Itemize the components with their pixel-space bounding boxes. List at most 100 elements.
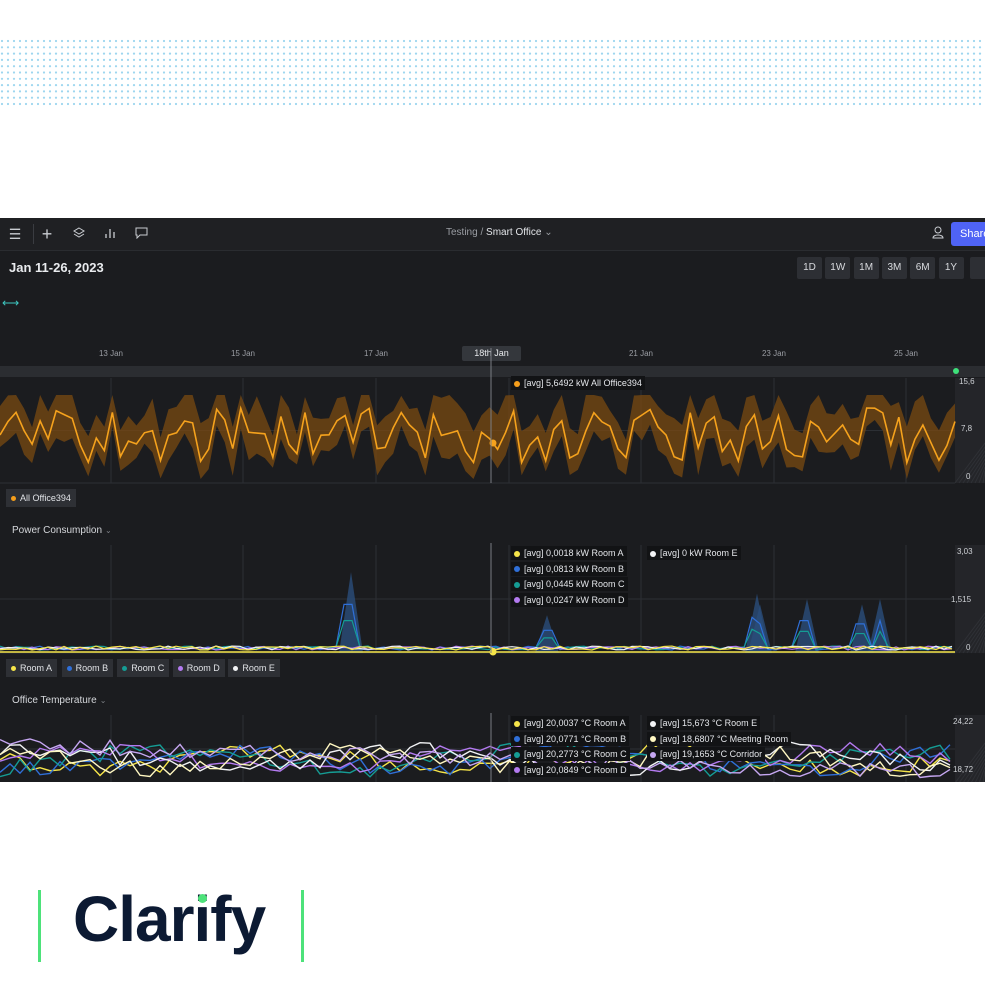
pattern-dot [522,102,526,106]
pattern-dot [18,65,22,68]
pattern-dot [792,52,796,55]
range-1M-button[interactable]: 1M [853,257,879,279]
legend-item[interactable]: Room A [6,659,58,677]
pattern-dot [300,46,304,49]
pattern-dot [30,96,34,99]
chart-icon[interactable] [101,225,119,243]
pattern-dot [846,39,850,43]
chevron-down-icon[interactable]: ⌄ [544,227,553,238]
hatch-line [963,750,985,782]
pattern-dot [936,65,940,68]
pattern-dot [744,58,748,61]
pattern-dot [336,90,340,93]
pattern-dot [900,39,904,43]
pattern-dot [558,71,562,74]
power-total-chart[interactable] [0,348,985,493]
chevron-down-icon[interactable]: ⌄ [105,526,112,535]
pattern-dot [132,84,136,87]
pattern-dot [612,46,616,49]
pattern-dot [12,96,16,99]
pattern-dot [336,46,340,49]
layers-icon[interactable] [70,225,88,243]
pan-arrows-icon[interactable]: ⟷ [2,296,20,310]
hatch-line [955,742,985,782]
pattern-dot [42,58,46,61]
share-button[interactable]: Share [951,222,985,246]
pattern-dot [630,102,634,106]
pattern-dot [504,96,508,99]
breadcrumb-current[interactable]: Smart Office [486,227,542,238]
pattern-dot [288,39,292,43]
pattern-dot [402,52,406,55]
pattern-dot [924,102,928,106]
panel-title-temperature[interactable]: Office Temperature ⌄ [12,695,106,706]
pattern-dot [84,90,88,93]
series-color-dot [514,581,520,588]
timeline-strip[interactable] [0,366,985,377]
hatch-line [978,766,985,782]
range-1W-button[interactable]: 1W [825,257,851,279]
pattern-dot [114,71,118,74]
pattern-dot [372,102,376,106]
pattern-dot [120,102,124,106]
range-1D-button[interactable]: 1D [797,257,822,279]
breadcrumb[interactable]: Testing / Smart Office ⌄ [446,227,553,238]
pattern-dot [288,84,292,87]
date-range-label[interactable]: Jan 11-26, 2023 [9,260,104,275]
pattern-dot [402,102,406,106]
legend-item[interactable]: Room E [228,659,280,677]
panel-title-power[interactable]: Power Consumption ⌄ [12,525,112,536]
legend-item[interactable]: Room B [61,659,114,677]
legend-item[interactable]: Room C [117,659,170,677]
pattern-dot [432,90,436,93]
pattern-dot [768,102,772,106]
breadcrumb-parent[interactable]: Testing / [446,227,484,238]
chevron-down-icon[interactable]: ⌄ [99,696,107,705]
pattern-dot [600,46,604,49]
legend-item[interactable]: All Office394 [6,489,76,507]
pattern-dot [606,39,610,43]
time-axis-label: 21 Jan [628,349,654,358]
power-rooms-chart[interactable] [0,543,985,658]
menu-icon[interactable]: ☰ [8,226,22,242]
panel-title-temperature-text[interactable]: Office Temperature [12,695,97,706]
range-3M-button[interactable]: 3M [881,257,907,279]
pattern-dot [24,52,28,55]
pattern-dot [198,65,202,68]
pattern-dot [420,39,424,43]
legend-item[interactable]: Room D [172,659,225,677]
pattern-dot [216,77,220,80]
pattern-dot [534,52,538,55]
panel-title-power-text[interactable]: Power Consumption [12,525,103,536]
user-icon[interactable] [932,226,944,244]
pattern-dot [186,65,190,68]
pattern-dot [720,39,724,43]
plus-icon[interactable]: + [41,224,53,244]
range-6M-button[interactable]: 6M [910,257,936,279]
pattern-dot [90,58,94,61]
pattern-dot [756,52,760,55]
comment-icon[interactable] [132,225,150,243]
range-1Y-button[interactable]: 1Y [938,257,964,279]
pattern-dot [702,39,706,43]
pattern-dot [366,96,370,99]
export-icon[interactable] [970,257,985,279]
pattern-dot [906,52,910,55]
pattern-dot [258,39,262,43]
temperature-chart[interactable] [0,713,985,782]
pattern-dot [48,52,52,55]
pattern-dot [792,102,796,106]
pattern-dot [330,52,334,55]
pattern-dot [798,96,802,99]
pattern-dot [216,52,220,55]
pattern-dot [396,39,400,43]
pattern-dot [612,84,616,87]
pattern-dot [936,52,940,55]
pattern-dot [624,39,628,43]
pattern-dot [978,46,982,49]
pattern-dot [474,90,478,93]
pattern-dot [300,96,304,99]
pattern-dot [774,58,778,61]
tooltip-row: [avg] 19,1653 °C Corridor [647,747,766,761]
pattern-dot [642,46,646,49]
